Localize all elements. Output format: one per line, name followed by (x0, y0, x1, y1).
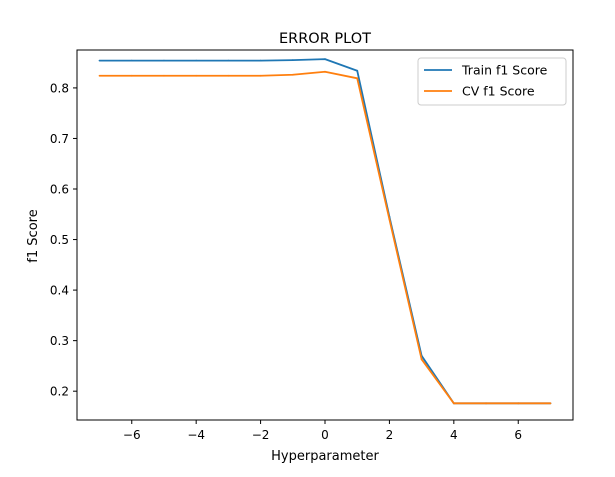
data-point (356, 69, 359, 72)
y-tick-label: 0.3 (50, 334, 69, 348)
legend-label: CV f1 Score (462, 84, 535, 99)
y-tick-label: 0.4 (50, 284, 69, 298)
x-tick-label: 0 (321, 428, 329, 442)
data-point (259, 59, 262, 62)
x-tick-label: 6 (514, 428, 522, 442)
x-tick-label: 4 (450, 428, 458, 442)
x-tick-label: 2 (386, 428, 394, 442)
series-layer (98, 58, 552, 405)
y-axis-ticks: 0.2 0.3 0.4 0.5 0.6 0.7 0.8 (50, 81, 77, 399)
data-point (420, 358, 423, 361)
y-tick-label: 0.2 (50, 385, 69, 399)
data-point (227, 59, 230, 62)
data-point (291, 73, 294, 76)
data-point (549, 402, 552, 405)
data-point (452, 402, 455, 405)
data-point (195, 59, 198, 62)
data-point (259, 74, 262, 77)
legend-label: Train f1 Score (461, 63, 548, 78)
y-tick-label: 0.5 (50, 233, 69, 247)
y-tick-label: 0.6 (50, 183, 69, 197)
data-point (485, 402, 487, 405)
y-tick-label: 0.8 (50, 81, 69, 95)
data-point (195, 74, 198, 77)
data-point (163, 59, 165, 62)
data-point (130, 74, 133, 77)
data-point (98, 74, 101, 77)
data-point (324, 70, 326, 73)
x-tick-label: −4 (187, 428, 205, 442)
data-point (517, 402, 520, 405)
x-tick-label: −6 (123, 428, 141, 442)
y-axis-label: f1 Score (26, 209, 41, 262)
data-point (291, 59, 294, 62)
x-axis-ticks: −6 −4 −2 0 2 4 6 (123, 420, 522, 442)
y-tick-label: 0.7 (50, 132, 69, 146)
data-point (227, 74, 230, 77)
legend-box (417, 57, 567, 106)
data-point (356, 77, 359, 80)
chart-title: ERROR PLOT (279, 31, 371, 47)
legend: Train f1 Score CV f1 Score (417, 57, 567, 106)
data-point (98, 59, 101, 62)
data-point (163, 74, 165, 77)
x-tick-label: −2 (252, 428, 270, 442)
data-point (324, 58, 326, 60)
data-point (388, 218, 391, 221)
data-point (130, 59, 133, 62)
x-axis-label: Hyperparameter (271, 449, 379, 464)
